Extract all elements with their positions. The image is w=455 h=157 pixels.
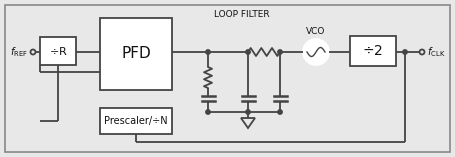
FancyBboxPatch shape — [350, 36, 396, 66]
FancyBboxPatch shape — [100, 108, 172, 134]
Circle shape — [206, 50, 210, 54]
Text: $f_{\mathregular{REF}}$: $f_{\mathregular{REF}}$ — [10, 45, 28, 59]
Circle shape — [206, 110, 210, 114]
Text: $\div$R: $\div$R — [49, 45, 67, 57]
Text: LOOP FILTER: LOOP FILTER — [214, 10, 270, 19]
Text: $\div$2: $\div$2 — [363, 44, 384, 58]
Circle shape — [246, 50, 250, 54]
Circle shape — [303, 39, 329, 65]
Circle shape — [278, 50, 282, 54]
FancyBboxPatch shape — [40, 37, 76, 65]
Circle shape — [278, 110, 282, 114]
Circle shape — [246, 110, 250, 114]
Text: $f_{\mathregular{CLK}}$: $f_{\mathregular{CLK}}$ — [427, 45, 445, 59]
FancyBboxPatch shape — [100, 18, 172, 90]
Text: VCO: VCO — [306, 27, 326, 36]
Text: Prescaler/÷N: Prescaler/÷N — [104, 116, 168, 126]
Text: PFD: PFD — [121, 46, 151, 62]
Circle shape — [403, 50, 407, 54]
